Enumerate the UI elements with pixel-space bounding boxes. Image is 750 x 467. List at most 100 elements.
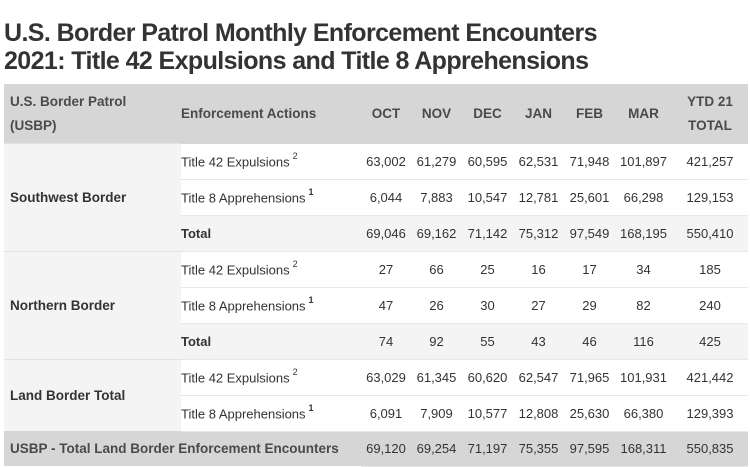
grand-total-value: 97,595 <box>564 431 615 467</box>
value-cell: 12,781 <box>513 179 564 216</box>
header-usbp-line1: U.S. Border Patrol <box>10 93 127 109</box>
header-month: NOV <box>411 84 462 144</box>
value-cell: 425 <box>672 323 748 360</box>
header-ytd-line2: TOTAL <box>688 117 732 133</box>
region-label: Land Border Total <box>4 358 181 431</box>
grand-total-value: 550,835 <box>672 431 748 467</box>
footnote-marker: 2 <box>292 366 298 377</box>
value-cell: 61,279 <box>411 143 462 180</box>
value-cell: 27 <box>361 251 411 288</box>
grand-total-value: 168,311 <box>615 431 672 467</box>
value-cell: 25,601 <box>564 179 615 216</box>
enforcement-action-cell: Title 42 Expulsions 2 <box>181 143 361 180</box>
value-cell: 92 <box>411 323 462 360</box>
header-month: FEB <box>564 84 615 144</box>
value-cell: 34 <box>615 251 672 288</box>
value-cell: 25 <box>462 251 513 288</box>
value-cell: 30 <box>462 287 513 324</box>
header-usbp: U.S. Border Patrol (USBP) <box>4 84 181 144</box>
value-cell: 421,257 <box>672 143 748 180</box>
grand-total-value: 71,197 <box>462 431 513 467</box>
enforcement-action-cell: Title 8 Apprehensions 1 <box>181 179 361 216</box>
header-month: OCT <box>361 84 411 144</box>
value-cell: 116 <box>615 323 672 360</box>
footnote-marker: 1 <box>308 294 314 305</box>
value-cell: 63,002 <box>361 143 411 180</box>
region-label: Southwest Border <box>4 143 181 251</box>
enforcement-action-label: Total <box>181 333 212 349</box>
value-cell: 62,547 <box>513 359 564 396</box>
value-cell: 60,620 <box>462 359 513 396</box>
footnote-marker: 1 <box>308 186 314 197</box>
value-cell: 16 <box>513 251 564 288</box>
footnote-marker: 2 <box>292 258 298 269</box>
table-row: Title 8 Apprehensions 1 6,091 7,909 10,577 12… <box>4 395 748 432</box>
header-usbp-line2: (USBP) <box>10 117 57 133</box>
enforcement-action-cell: Title 8 Apprehensions 1 <box>181 395 361 432</box>
value-cell: 63,029 <box>361 359 411 396</box>
value-cell: 27 <box>513 287 564 324</box>
value-cell: 71,142 <box>462 215 513 252</box>
value-cell: 129,153 <box>672 179 748 216</box>
grand-total-value: 69,120 <box>361 431 411 467</box>
header-month: JAN <box>513 84 564 144</box>
value-cell: 43 <box>513 323 564 360</box>
value-cell: 17 <box>564 251 615 288</box>
value-cell: 97,549 <box>564 215 615 252</box>
value-cell: 69,162 <box>411 215 462 252</box>
value-cell: 421,442 <box>672 359 748 396</box>
header-month: DEC <box>462 84 513 144</box>
value-cell: 6,091 <box>361 395 411 432</box>
value-cell: 240 <box>672 287 748 324</box>
grand-total-value: 69,254 <box>411 431 462 467</box>
value-cell: 71,948 <box>564 143 615 180</box>
value-cell: 101,931 <box>615 359 672 396</box>
value-cell: 66,298 <box>615 179 672 216</box>
table-row: Total 74 92 55 43 46 116 425 <box>4 323 748 360</box>
value-cell: 101,897 <box>615 143 672 180</box>
table-row: Title 8 Apprehensions 1 47 26 30 27 29 82 240 <box>4 287 748 324</box>
enforcement-action-cell: Title 8 Apprehensions 1 <box>181 287 361 324</box>
value-cell: 29 <box>564 287 615 324</box>
table-row: Northern Border Title 42 Expulsions 2 27 66 2… <box>4 250 748 359</box>
header-ytd: YTD 21 TOTAL <box>672 84 748 144</box>
grand-total-row: USBP - Total Land Border Enforcement Enc… <box>4 431 748 467</box>
value-cell: 74 <box>361 323 411 360</box>
table-row: Land Border Total Title 42 Expulsions 2 63,… <box>4 358 748 431</box>
footnote-marker: 1 <box>308 402 314 413</box>
enforcement-action-cell: Title 42 Expulsions 2 <box>181 359 361 396</box>
value-cell: 129,393 <box>672 395 748 432</box>
enforcement-action-label: Title 42 Expulsions <box>181 370 290 386</box>
header-month: MAR <box>615 84 672 144</box>
value-cell: 47 <box>361 287 411 324</box>
table-row: Title 8 Apprehensions 1 6,044 7,883 10,547 12… <box>4 179 748 216</box>
value-cell: 185 <box>672 251 748 288</box>
value-cell: 7,883 <box>411 179 462 216</box>
value-cell: 66,380 <box>615 395 672 432</box>
footnote-marker: 2 <box>292 150 298 161</box>
value-cell: 62,531 <box>513 143 564 180</box>
value-cell: 71,965 <box>564 359 615 396</box>
value-cell: 550,410 <box>672 215 748 252</box>
page-title: U.S. Border Patrol Monthly Enforcement E… <box>0 0 750 75</box>
value-cell: 25,630 <box>564 395 615 432</box>
value-cell: 10,577 <box>462 395 513 432</box>
value-cell: 60,595 <box>462 143 513 180</box>
value-cell: 75,312 <box>513 215 564 252</box>
value-cell: 168,195 <box>615 215 672 252</box>
value-cell: 66 <box>411 251 462 288</box>
grand-total-label: USBP - Total Land Border Enforcement Enc… <box>4 431 361 466</box>
enforcement-action-label: Title 8 Apprehensions <box>181 190 306 206</box>
value-cell: 12,808 <box>513 395 564 432</box>
value-cell: 82 <box>615 287 672 324</box>
enforcement-action-label: Title 42 Expulsions <box>181 154 290 170</box>
enforcement-action-label: Title 8 Apprehensions <box>181 406 306 422</box>
enforcement-action-label: Title 8 Apprehensions <box>181 298 306 314</box>
value-cell: 69,046 <box>361 215 411 252</box>
value-cell: 55 <box>462 323 513 360</box>
enforcement-action-cell: Title 42 Expulsions 2 <box>181 251 361 288</box>
header-row: U.S. Border Patrol (USBP) Enforcement Ac… <box>4 84 748 144</box>
title-line-2: 2021: Title 42 Expulsions and Title 8 Ap… <box>4 47 589 75</box>
encounters-table: U.S. Border Patrol (USBP) Enforcement Ac… <box>4 84 748 467</box>
value-cell: 26 <box>411 287 462 324</box>
